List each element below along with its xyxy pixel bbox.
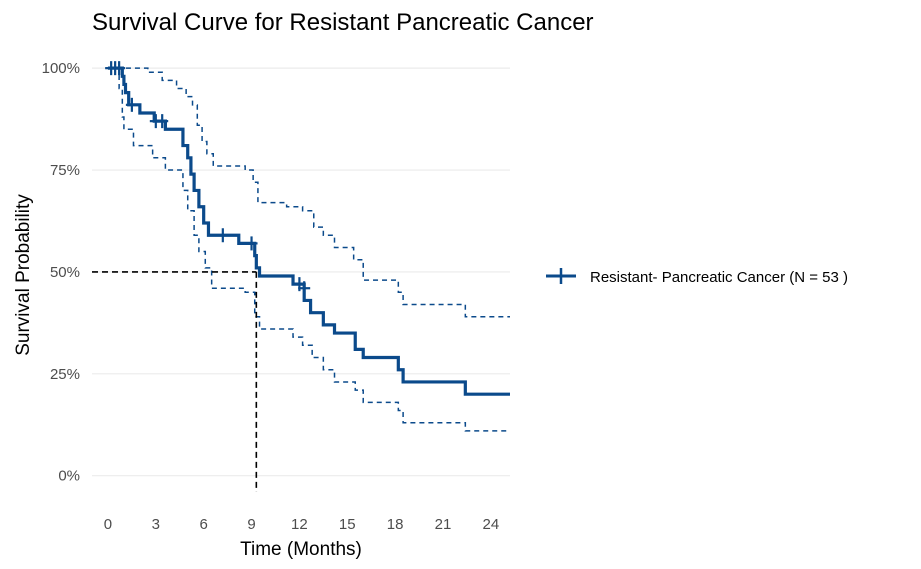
x-tick-label: 9 xyxy=(247,516,255,533)
y-axis-title: Survival Probability xyxy=(13,194,34,356)
gridlines xyxy=(92,67,510,477)
y-tick-label: 75% xyxy=(50,162,80,179)
y-tick-label: 100% xyxy=(42,60,80,77)
legend-label: Resistant- Pancreatic Cancer (N = 53 ) xyxy=(590,269,848,286)
x-tick-label: 21 xyxy=(435,516,452,533)
x-tick-label: 15 xyxy=(339,516,356,533)
ci-upper-line xyxy=(107,67,510,318)
ci-lower-line xyxy=(107,67,510,432)
legend: Resistant- Pancreatic Cancer (N = 53 ) xyxy=(546,268,848,286)
x-tick-label: 3 xyxy=(152,516,160,533)
chart-title: Survival Curve for Resistant Pancreatic … xyxy=(92,9,594,36)
y-axis-ticks: 0% 25% 50% 75% 100% xyxy=(42,60,80,485)
censor-marks xyxy=(105,61,311,296)
confidence-bands xyxy=(107,67,510,432)
y-tick-label: 25% xyxy=(50,366,80,383)
x-tick-label: 24 xyxy=(483,516,500,533)
y-tick-label: 50% xyxy=(50,264,80,281)
x-tick-label: 18 xyxy=(387,516,404,533)
x-tick-label: 0 xyxy=(104,516,112,533)
median-survival-lines xyxy=(92,271,258,492)
x-tick-label: 6 xyxy=(200,516,208,533)
x-tick-label: 12 xyxy=(291,516,308,533)
x-axis-ticks: 0 3 6 9 12 15 18 21 24 xyxy=(104,516,499,533)
x-axis-title: Time (Months) xyxy=(240,539,362,560)
y-tick-label: 0% xyxy=(58,468,80,485)
